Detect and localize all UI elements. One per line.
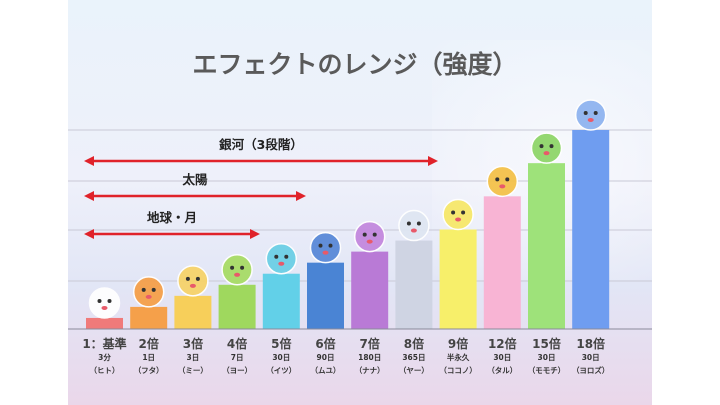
category-label: 4倍 [227, 336, 247, 351]
bar-6 [307, 262, 344, 329]
bar-5 [262, 273, 300, 329]
category-label: 7倍 [360, 336, 380, 351]
range-arrow-1 [84, 229, 260, 239]
category-label: 18倍 [576, 336, 605, 351]
duration-label: 半永久 [447, 352, 470, 362]
character-icon-1 [88, 287, 121, 319]
duration-label: 7日 [231, 353, 244, 362]
character-icon-5 [265, 242, 298, 275]
nickname-label: （イツ） [266, 365, 296, 375]
bar-10 [483, 196, 521, 329]
bar-2 [130, 306, 168, 329]
character-icons [88, 99, 607, 319]
range-label-3: 銀河（3段階） [218, 137, 303, 152]
bar-12 [572, 130, 610, 329]
category-label: 2倍 [139, 336, 159, 351]
range-label-2: 太陽 [182, 172, 208, 187]
nickname-label: （ミー） [178, 365, 208, 375]
range-arrow-3 [84, 156, 438, 166]
duration-label: 30日 [272, 353, 290, 362]
nickname-label: （ムユ） [311, 365, 341, 375]
bar-4 [218, 284, 256, 329]
duration-label: 180日 [358, 353, 381, 362]
nickname-label: （ヨー） [222, 365, 252, 375]
category-label: 5倍 [271, 336, 291, 351]
character-icon-7 [353, 220, 386, 253]
nickname-label: （タル） [487, 365, 517, 375]
bar-3 [174, 295, 212, 329]
duration-label: 30日 [493, 353, 511, 362]
duration-label: 3日 [187, 353, 200, 362]
duration-label: 30日 [538, 353, 556, 362]
character-icon-3 [177, 265, 209, 297]
character-icon-2 [132, 276, 165, 308]
duration-label: 365日 [402, 353, 425, 362]
character-icon-6 [309, 231, 342, 264]
category-label: 8倍 [404, 336, 424, 351]
character-icon-12 [574, 99, 607, 131]
bars [86, 130, 610, 329]
range-arrows: 地球・月 太陽 銀河（3段階） [84, 137, 438, 239]
nickname-label: （ヒト） [90, 365, 120, 375]
category-label: 12倍 [488, 336, 517, 351]
character-icon-11 [530, 132, 563, 164]
nickname-label: （ココノ） [439, 365, 477, 375]
bar-9 [439, 229, 477, 329]
character-icon-4 [221, 254, 253, 286]
duration-label: 1日 [142, 353, 155, 362]
nickname-label: （ヤー） [399, 365, 429, 375]
nickname-label: （モモチ） [528, 365, 566, 375]
category-label: 6倍 [315, 336, 335, 351]
character-icon-8 [398, 209, 430, 242]
character-icon-10 [486, 165, 519, 198]
chart-title: エフェクトのレンジ（強度） [192, 50, 517, 79]
category-label: 15倍 [532, 336, 561, 351]
duration-label: 90日 [317, 353, 335, 362]
range-label-1: 地球・月 [147, 210, 197, 225]
nickname-label: （ナナ） [355, 365, 385, 375]
category-label: 9倍 [448, 336, 468, 351]
bar-8 [395, 240, 433, 329]
bar-1 [86, 317, 123, 329]
nickname-label: （フタ） [134, 365, 164, 375]
duration-label: 3分 [98, 352, 111, 362]
nickname-label: （ヨロズ） [572, 365, 610, 375]
character-icon-9 [442, 198, 474, 231]
duration-label: 30日 [582, 353, 600, 362]
bar-11 [528, 163, 565, 329]
category-label: 1：基準 [82, 336, 126, 351]
category-label: 3倍 [183, 336, 203, 351]
range-arrow-2 [84, 191, 306, 201]
bar-7 [351, 251, 389, 329]
